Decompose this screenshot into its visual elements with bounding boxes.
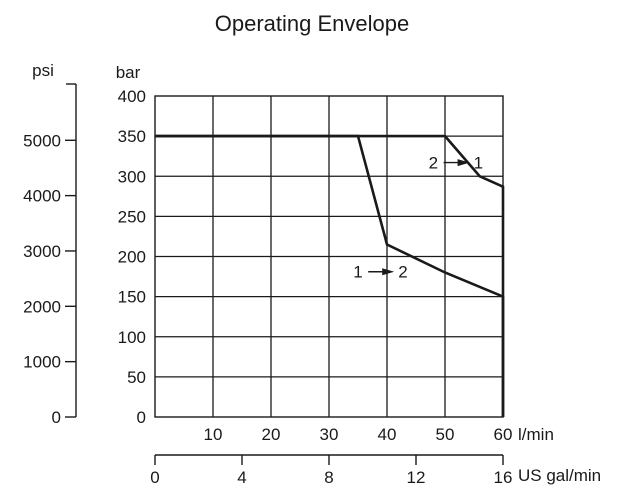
x-tick-label-gal: 12 bbox=[407, 468, 426, 487]
y-tick-label-bar: 250 bbox=[118, 207, 146, 226]
x-tick-label-gal: 0 bbox=[150, 468, 159, 487]
y-tick-label-psi: 4000 bbox=[23, 187, 61, 206]
x-tick-label-lmin: 10 bbox=[204, 425, 223, 444]
y-tick-label-bar: 400 bbox=[118, 87, 146, 106]
y-tick-label-bar: 150 bbox=[118, 288, 146, 307]
series-layer bbox=[155, 134, 505, 417]
x-tick-label-lmin: 40 bbox=[378, 425, 397, 444]
x-tick-label-gal: 4 bbox=[237, 468, 246, 487]
y-tick-label-bar: 350 bbox=[118, 127, 146, 146]
y-tick-label-bar: 100 bbox=[118, 328, 146, 347]
x-unit-gal: US gal/min bbox=[518, 466, 601, 485]
annotation-to: 1 bbox=[474, 154, 483, 173]
y-tick-label-psi: 1000 bbox=[23, 353, 61, 372]
grid-layer bbox=[154, 95, 504, 418]
series-line-2-to-1 bbox=[155, 134, 505, 417]
annotation-from: 2 bbox=[429, 154, 438, 173]
x-unit-lmin: l/min bbox=[518, 425, 554, 444]
x-tick-label-lmin: 60 bbox=[494, 425, 513, 444]
annotation-from: 1 bbox=[353, 263, 362, 282]
y-tick-label-bar: 50 bbox=[127, 368, 146, 387]
y-unit-bar: bar bbox=[116, 63, 141, 82]
annotation-layer: 2 11 2 bbox=[353, 154, 483, 282]
y-tick-label-psi: 5000 bbox=[23, 131, 61, 150]
x-tick-label-lmin: 50 bbox=[436, 425, 455, 444]
x-tick-label-gal: 16 bbox=[494, 468, 513, 487]
y-tick-label-bar: 0 bbox=[137, 408, 146, 427]
arrow-head bbox=[382, 268, 395, 276]
y-tick-label-psi: 2000 bbox=[23, 297, 61, 316]
chart-title: Operating Envelope bbox=[215, 11, 409, 36]
y-unit-psi: psi bbox=[32, 61, 54, 80]
y-tick-label-psi: 0 bbox=[52, 408, 61, 427]
y-tick-label-bar: 200 bbox=[118, 248, 146, 267]
annotation-to: 2 bbox=[398, 263, 407, 282]
arrow-head bbox=[457, 159, 470, 167]
x-tick-label-lmin: 20 bbox=[262, 425, 281, 444]
y-tick-label-bar: 300 bbox=[118, 167, 146, 186]
x-tick-label-gal: 8 bbox=[324, 468, 333, 487]
y-tick-label-psi: 3000 bbox=[23, 242, 61, 261]
x-tick-label-lmin: 30 bbox=[320, 425, 339, 444]
